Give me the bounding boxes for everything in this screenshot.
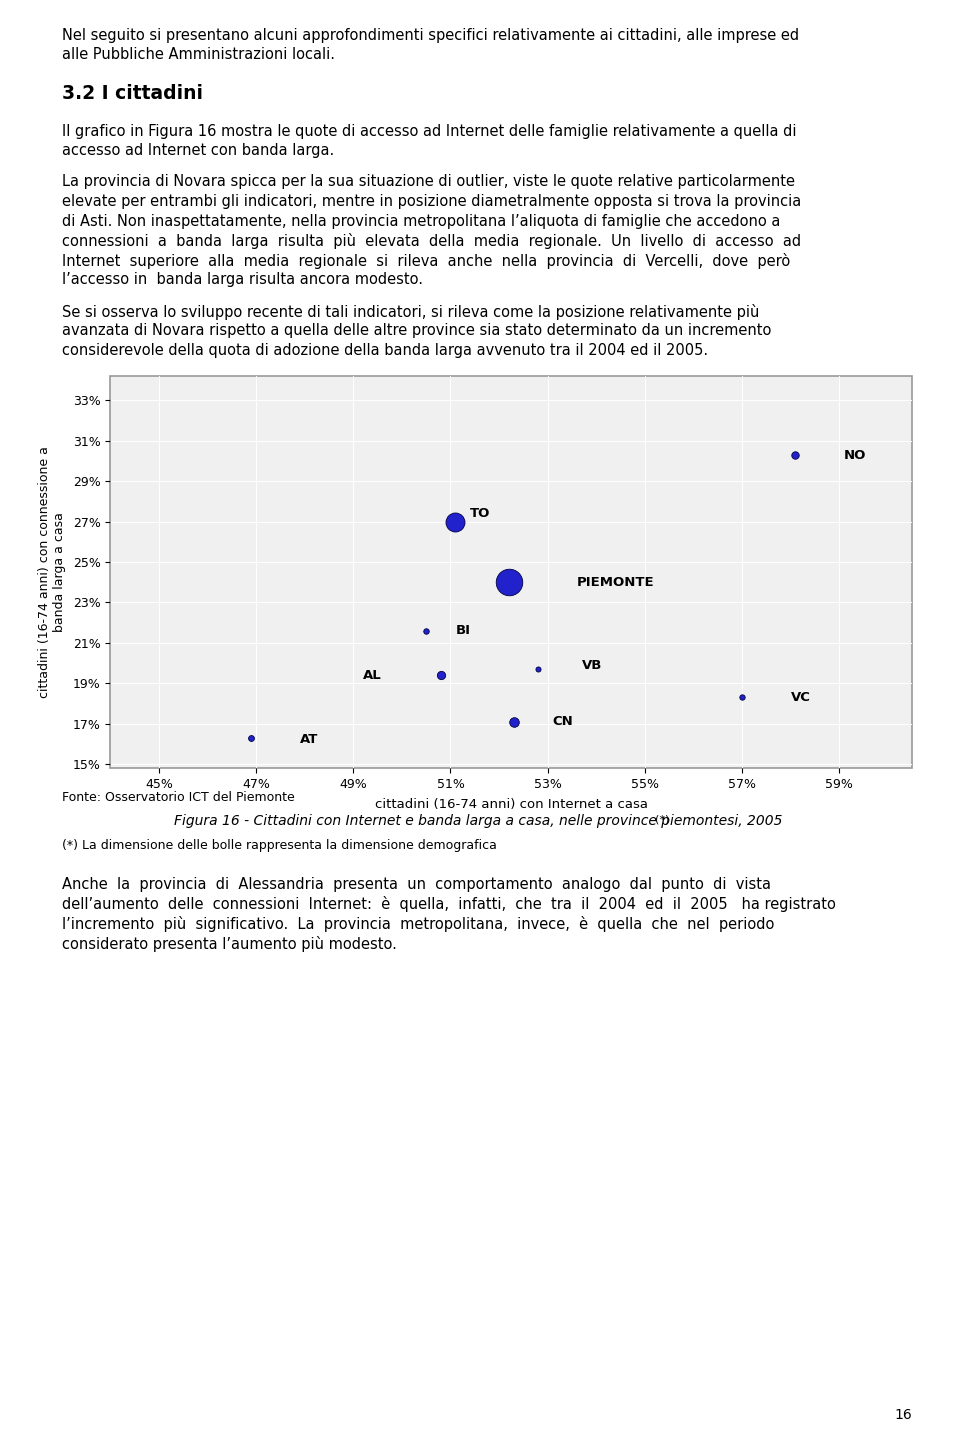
Point bbox=[530, 657, 545, 681]
Text: VC: VC bbox=[790, 691, 810, 704]
Text: Il grafico in Figura 16 mostra le quote di accesso ad Internet delle famiglie re: Il grafico in Figura 16 mostra le quote … bbox=[62, 123, 797, 138]
Text: TO: TO bbox=[469, 506, 491, 519]
Text: NO: NO bbox=[844, 448, 866, 461]
Text: (*): (*) bbox=[655, 814, 669, 824]
Point bbox=[506, 710, 521, 733]
Point bbox=[501, 570, 516, 593]
Text: alle Pubbliche Amministrazioni locali.: alle Pubbliche Amministrazioni locali. bbox=[62, 48, 335, 62]
X-axis label: cittadini (16-74 anni) con Internet a casa: cittadini (16-74 anni) con Internet a ca… bbox=[374, 798, 648, 811]
Text: Fonte: Osservatorio ICT del Piemonte: Fonte: Osservatorio ICT del Piemonte bbox=[62, 791, 295, 804]
Text: Internet  superiore  alla  media  regionale  si  rileva  anche  nella  provincia: Internet superiore alla media regionale … bbox=[62, 252, 791, 268]
Text: PIEMONTE: PIEMONTE bbox=[577, 576, 655, 589]
Point bbox=[244, 726, 259, 749]
Text: dell’aumento  delle  connessioni  Internet:  è  quella,  infatti,  che  tra  il : dell’aumento delle connessioni Internet:… bbox=[62, 897, 836, 913]
Text: considerevole della quota di adozione della banda larga avvenuto tra il 2004 ed : considerevole della quota di adozione de… bbox=[62, 342, 708, 358]
Text: Anche  la  provincia  di  Alessandria  presenta  un  comportamento  analogo  dal: Anche la provincia di Alessandria presen… bbox=[62, 876, 772, 892]
Point bbox=[433, 663, 448, 686]
Text: connessioni  a  banda  larga  risulta  più  elevata  della  media  regionale.  U: connessioni a banda larga risulta più el… bbox=[62, 234, 802, 250]
Text: considerato presenta l’aumento più modesto.: considerato presenta l’aumento più modes… bbox=[62, 936, 397, 952]
Point bbox=[419, 620, 434, 643]
Text: avanzata di Novara rispetto a quella delle altre province sia stato determinato : avanzata di Novara rispetto a quella del… bbox=[62, 324, 772, 338]
Point bbox=[734, 686, 750, 710]
Text: Figura 16 - Cittadini con Internet e banda larga a casa, nelle province piemonte: Figura 16 - Cittadini con Internet e ban… bbox=[174, 814, 786, 829]
Text: di Asti. Non inaspettatamente, nella provincia metropolitana l’aliquota di famig: di Asti. Non inaspettatamente, nella pro… bbox=[62, 213, 780, 229]
Text: VB: VB bbox=[582, 659, 602, 672]
Text: La provincia di Novara spicca per la sua situazione di outlier, viste le quote r: La provincia di Novara spicca per la sua… bbox=[62, 174, 796, 190]
Text: l’accesso in  banda larga risulta ancora modesto.: l’accesso in banda larga risulta ancora … bbox=[62, 273, 423, 287]
Text: AL: AL bbox=[363, 669, 382, 682]
Point bbox=[447, 511, 463, 534]
Text: Se si osserva lo sviluppo recente di tali indicatori, si rileva come la posizion: Se si osserva lo sviluppo recente di tal… bbox=[62, 303, 759, 319]
Point bbox=[788, 444, 804, 467]
Text: AT: AT bbox=[300, 733, 319, 746]
Text: (*) La dimensione delle bolle rappresenta la dimensione demografica: (*) La dimensione delle bolle rappresent… bbox=[62, 839, 497, 852]
Text: CN: CN bbox=[553, 715, 573, 728]
Text: 3.2 I cittadini: 3.2 I cittadini bbox=[62, 84, 204, 103]
Text: 16: 16 bbox=[895, 1407, 912, 1422]
Y-axis label: cittadini (16-74 anni) con connessione a
banda larga a casa: cittadini (16-74 anni) con connessione a… bbox=[37, 447, 66, 698]
Text: accesso ad Internet con banda larga.: accesso ad Internet con banda larga. bbox=[62, 144, 335, 158]
Text: elevate per entrambi gli indicatori, mentre in posizione diametralmente opposta : elevate per entrambi gli indicatori, men… bbox=[62, 194, 802, 209]
Text: BI: BI bbox=[455, 624, 470, 637]
Text: Nel seguito si presentano alcuni approfondimenti specifici relativamente ai citt: Nel seguito si presentano alcuni approfo… bbox=[62, 28, 800, 42]
Text: l’incremento  più  significativo.  La  provincia  metropolitana,  invece,  è  qu: l’incremento più significativo. La provi… bbox=[62, 916, 775, 932]
